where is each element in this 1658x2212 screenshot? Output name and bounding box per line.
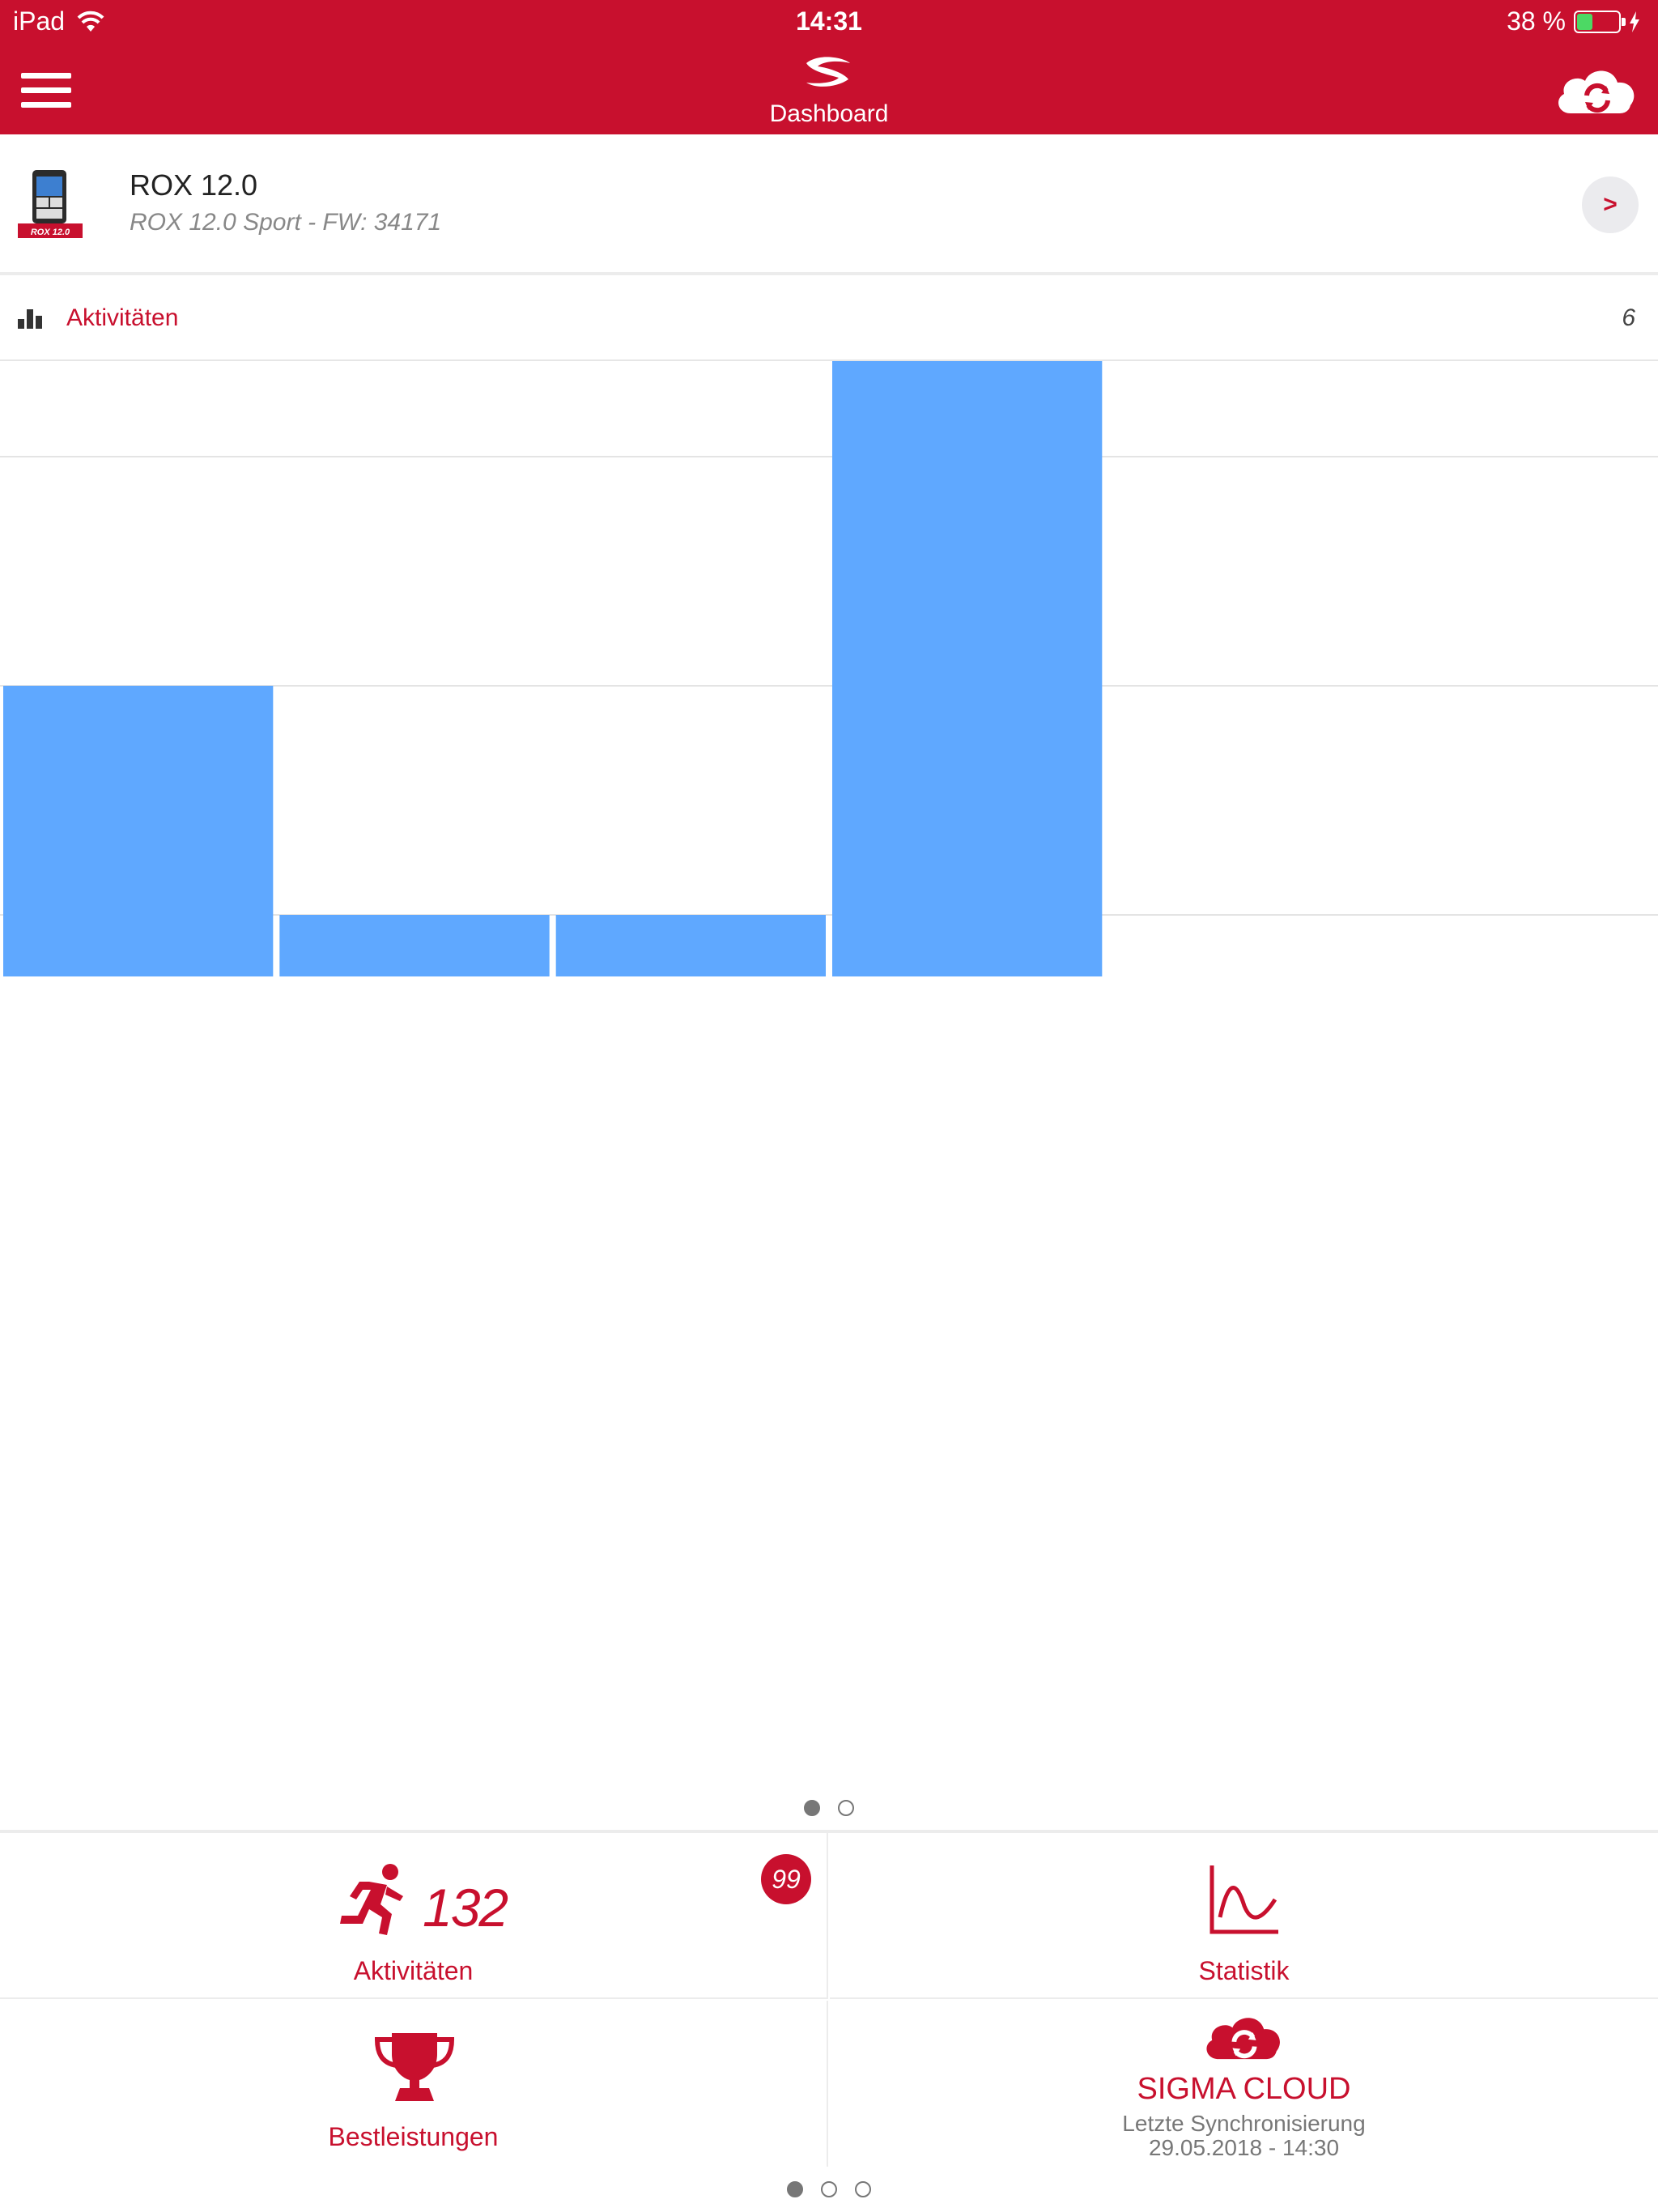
battery-fill xyxy=(1577,13,1592,30)
bottom-pager xyxy=(0,2181,1658,2197)
activities-chart: 171819202122 xyxy=(0,361,1658,976)
statistics-tile[interactable]: Statistik xyxy=(830,1833,1658,1999)
device-detail-button[interactable]: > xyxy=(1582,177,1639,233)
running-person-icon xyxy=(340,1864,403,1935)
hamburger-menu-icon[interactable] xyxy=(21,73,71,108)
page-dot[interactable] xyxy=(821,2181,837,2197)
chart-bar xyxy=(3,686,274,976)
dashboard-tiles: 132 99 Aktivitäten Statistik Bestleistun… xyxy=(0,1830,1658,2168)
trophy-icon xyxy=(374,2033,455,2101)
device-thumb-label: ROX 12.0 xyxy=(31,228,70,237)
sigma-cloud-tile[interactable]: SIGMA CLOUD Letzte Synchronisierung 29.0… xyxy=(830,2001,1658,2167)
battery-percent: 38 % xyxy=(1507,6,1566,36)
wifi-icon xyxy=(77,11,104,32)
page-dot[interactable] xyxy=(787,2181,803,2197)
device-row[interactable]: ROX 12.0 ROX 12.0 ROX 12.0 Sport - FW: 3… xyxy=(0,134,1658,275)
status-left: iPad xyxy=(13,6,105,36)
chart-bar xyxy=(832,361,1103,976)
page-dot[interactable] xyxy=(855,2181,871,2197)
page-title: Dashboard xyxy=(769,100,889,127)
activities-title: Aktivitäten xyxy=(66,304,179,331)
chart-page-dot[interactable] xyxy=(838,1800,854,1816)
device-name: ROX 12.0 xyxy=(130,168,258,202)
chevron-right-icon: > xyxy=(1603,191,1618,218)
last-sync-date: 29.05.2018 - 14:30 xyxy=(1148,2135,1340,2160)
activities-tile[interactable]: 132 99 Aktivitäten xyxy=(0,1833,828,1999)
chart-bar xyxy=(279,915,550,976)
activities-count: 6 xyxy=(1622,304,1635,331)
battery-icon xyxy=(1574,10,1626,33)
chart-pager xyxy=(0,1800,1658,1816)
sigma-cloud-icon xyxy=(1206,2018,1280,2060)
device-label: iPad xyxy=(13,6,66,36)
activities-total: 132 xyxy=(423,1878,508,1938)
chart-bar xyxy=(555,915,826,976)
statistics-chart-icon xyxy=(1209,1865,1278,1934)
activities-tile-label: Aktivitäten xyxy=(353,1956,474,1985)
best-performances-label: Bestleistungen xyxy=(328,2122,499,2151)
activities-badge: 99 xyxy=(761,1854,811,1904)
statistics-tile-label: Statistik xyxy=(1198,1956,1290,1985)
bar-chart-icon xyxy=(18,309,42,329)
device-thumbnail: ROX 12.0 xyxy=(18,170,83,238)
chart-page-dot[interactable] xyxy=(804,1800,820,1816)
device-subtitle: ROX 12.0 Sport - FW: 34171 xyxy=(130,209,442,236)
status-right: 38 % xyxy=(1507,6,1640,36)
sigma-cloud-brand: SIGMA CLOUD xyxy=(1137,2072,1351,2106)
status-time: 14:31 xyxy=(796,6,862,36)
charging-icon xyxy=(1630,11,1639,32)
top-bar: iPad 14:31 38 % Dashboard xyxy=(0,0,1658,134)
best-performances-tile[interactable]: Bestleistungen xyxy=(0,2001,828,2167)
activities-header: Aktivitäten 6 xyxy=(0,275,1658,361)
cloud-sync-icon[interactable] xyxy=(1553,63,1640,117)
sigma-logo-icon xyxy=(806,57,850,87)
last-sync-label: Letzte Synchronisierung xyxy=(1122,2111,1366,2136)
